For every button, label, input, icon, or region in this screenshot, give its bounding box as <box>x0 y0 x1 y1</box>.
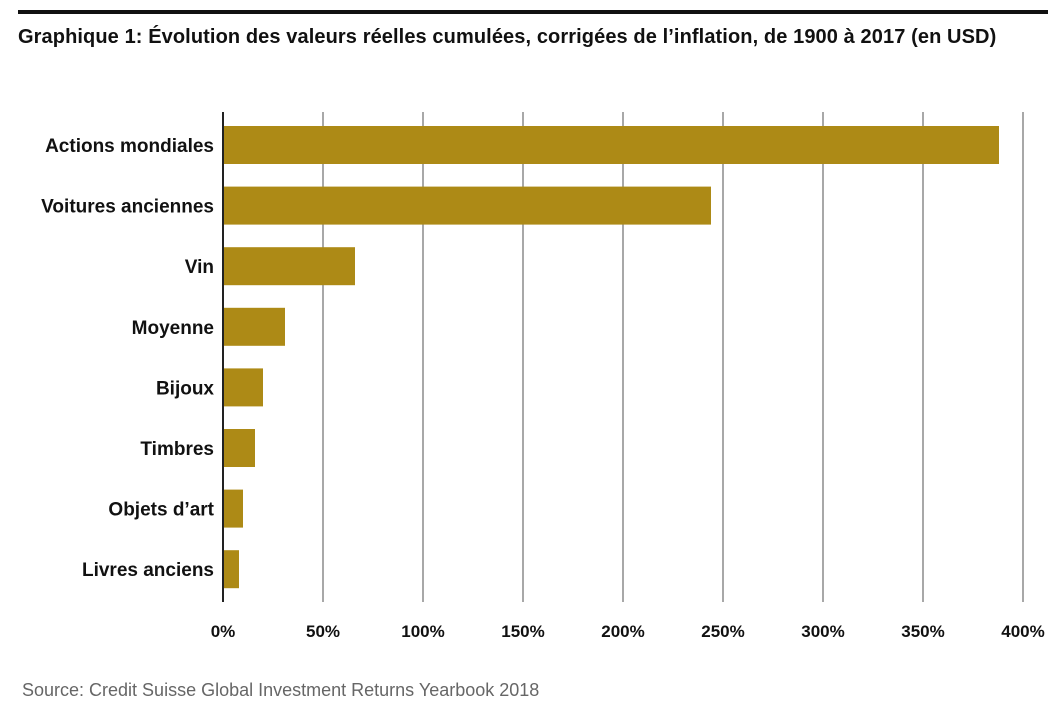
category-label: Vin <box>185 257 214 278</box>
bar <box>224 307 285 346</box>
category-label: Moyenne <box>132 318 214 339</box>
category-label: Actions mondiales <box>45 136 214 157</box>
x-tick-label: 300% <box>801 622 844 641</box>
bar <box>224 186 711 225</box>
category-label: Livres anciens <box>82 560 214 581</box>
x-tick-label: 200% <box>601 622 644 641</box>
category-label: Voitures anciennes <box>41 197 214 218</box>
grid-lines <box>222 112 1024 602</box>
x-axis-tick-labels: 0% 50% 100% 150% 200% 250% 300% 350% 400% <box>211 622 1045 641</box>
x-tick-label: 250% <box>701 622 744 641</box>
x-tick-label: 350% <box>901 622 944 641</box>
bar <box>224 126 999 164</box>
x-tick-label: 150% <box>501 622 544 641</box>
bar <box>224 429 255 467</box>
category-labels: Actions mondiales Voitures anciennes Vin Mo… <box>41 136 214 581</box>
category-label: Objets d’art <box>108 500 214 521</box>
x-tick-label: 50% <box>306 622 340 641</box>
x-tick-label: 100% <box>401 622 444 641</box>
bar <box>224 368 263 407</box>
chart-title: Graphique 1: Évolution des valeurs réell… <box>18 26 997 48</box>
title-rule <box>18 10 1048 14</box>
bar <box>224 550 239 589</box>
bar <box>224 489 243 528</box>
bar <box>224 247 355 286</box>
bars <box>224 126 999 589</box>
x-tick-label: 0% <box>211 622 236 641</box>
category-label: Bijoux <box>156 378 214 399</box>
x-tick-label: 400% <box>1001 622 1044 641</box>
source-note: Source: Credit Suisse Global Investment … <box>22 680 540 700</box>
category-label: Timbres <box>140 439 214 460</box>
